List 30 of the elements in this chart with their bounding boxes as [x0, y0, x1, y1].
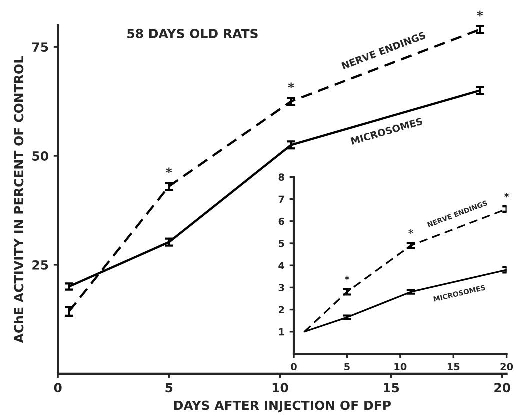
annotation: *	[288, 82, 294, 89]
y-tick-label: 25	[32, 260, 48, 270]
annotation: *	[166, 168, 172, 174]
chart-title: 58 DAYS OLD RATS	[128, 29, 258, 38]
x-tick-label: 20	[500, 363, 514, 371]
x-tick-label: 20	[494, 383, 510, 393]
x-tick-label: 15	[384, 383, 400, 393]
y-tick-label: 6	[278, 218, 284, 226]
y-tick-label: 4	[278, 262, 285, 270]
x-tick-label: 5	[344, 363, 350, 371]
x-tick-label: 0	[54, 383, 62, 393]
annotation: *	[504, 193, 510, 198]
x-tick-label: 10	[272, 383, 288, 393]
y-tick-label: 50	[32, 152, 48, 161]
annotation: *	[344, 276, 350, 280]
y-tick-label: 5	[278, 240, 284, 248]
x-tick-label: 0	[291, 363, 297, 371]
y-tick-label: 7	[278, 196, 284, 203]
x-tick-label: 5	[166, 383, 173, 393]
y-tick-label: 3	[278, 284, 284, 292]
annotation: *	[408, 230, 414, 234]
y-tick-label: 2	[278, 306, 284, 314]
y-axis-title: AChE ACTIVITY IN PERCENT OF CONTROL	[14, 56, 24, 344]
y-tick-label: 1	[279, 328, 284, 336]
y-tick-label: 75	[32, 42, 48, 52]
x-axis-title: DAYS AFTER INJECTION OF DFP	[174, 400, 392, 413]
annotation: *	[477, 10, 484, 17]
y-tick-label: 8	[278, 174, 284, 182]
x-tick-label: 10	[394, 363, 407, 371]
x-tick-label: 15	[448, 363, 460, 371]
